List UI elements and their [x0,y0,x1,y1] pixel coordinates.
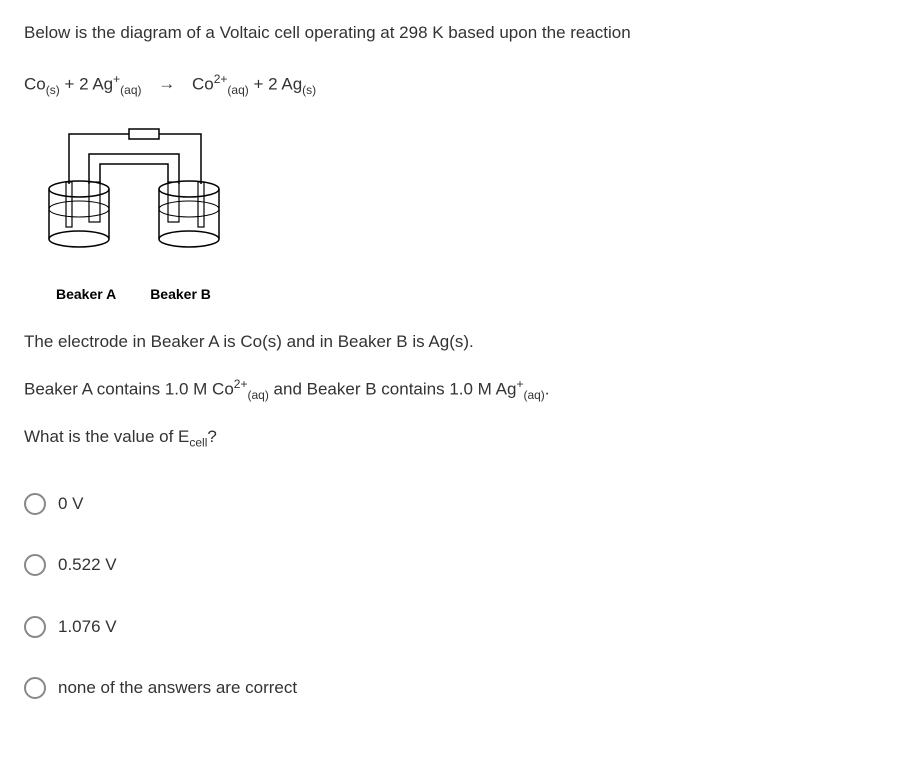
reaction-equation: Co(s) + 2 Ag+(aq) → Co2+(aq) + 2 Ag(s) [24,70,881,99]
option-label: 1.076 V [58,614,117,640]
option-label: none of the answers are correct [58,675,297,701]
electrode-description: The electrode in Beaker A is Co(s) and i… [24,329,881,355]
radio-icon [24,616,46,638]
option-label: 0 V [58,491,84,517]
radio-icon [24,554,46,576]
option-2[interactable]: 1.076 V [24,614,881,640]
voltaic-cell-diagram [34,119,881,277]
option-3[interactable]: none of the answers are correct [24,675,881,701]
intro-text: Below is the diagram of a Voltaic cell o… [24,20,881,46]
question-prompt: What is the value of Ecell? [24,424,881,451]
beaker-b-label: Beaker B [150,284,211,305]
option-label: 0.522 V [58,552,117,578]
option-0[interactable]: 0 V [24,491,881,517]
beaker-a-label: Beaker A [56,284,116,305]
solution-description: Beaker A contains 1.0 M Co2+(aq) and Bea… [24,375,881,404]
radio-icon [24,493,46,515]
radio-icon [24,677,46,699]
option-1[interactable]: 0.522 V [24,552,881,578]
answer-options: 0 V 0.522 V 1.076 V none of the answers … [24,491,881,701]
